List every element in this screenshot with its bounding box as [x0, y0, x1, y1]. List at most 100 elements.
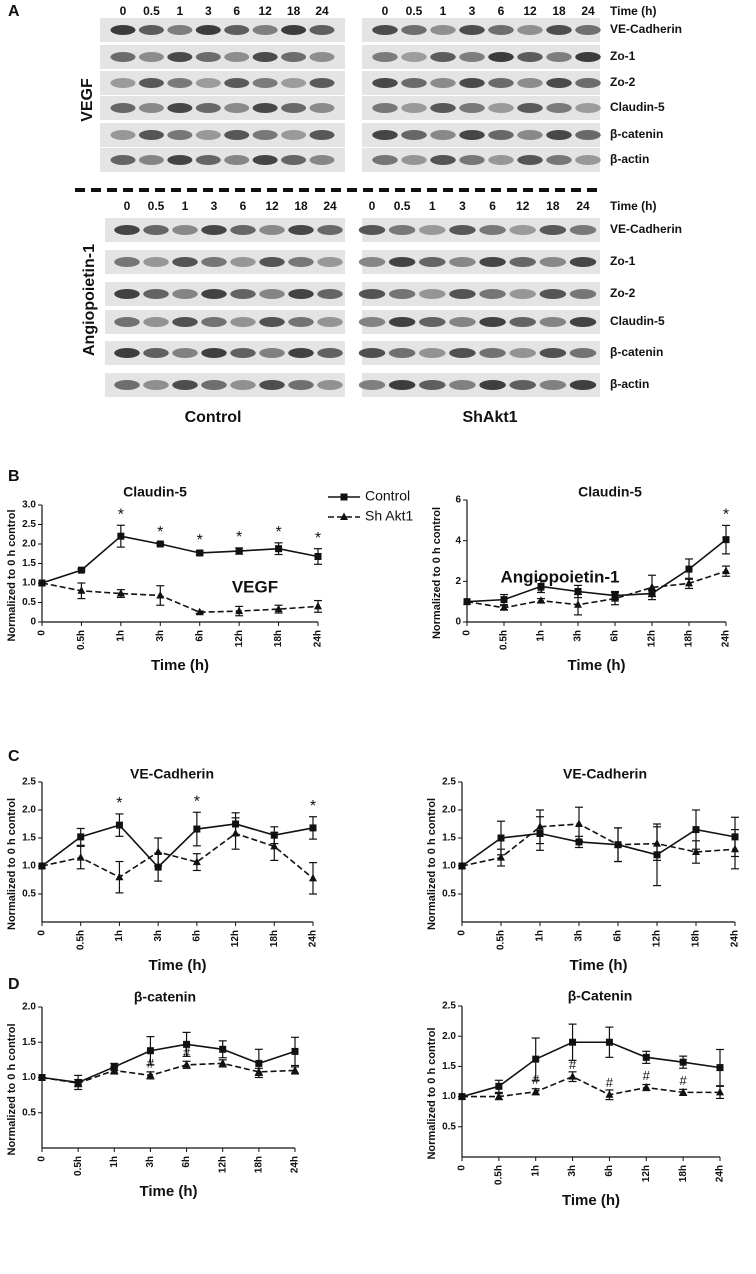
band [172, 317, 198, 327]
lane-label: 12 [265, 199, 279, 213]
x-tick-label: 24h [313, 630, 324, 647]
band [488, 130, 514, 140]
group-label: Control [185, 409, 242, 426]
band [224, 78, 250, 88]
protein-label: Zo-2 [610, 286, 636, 300]
point [642, 1083, 651, 1091]
band [143, 289, 169, 299]
point [648, 582, 656, 591]
point [569, 1038, 577, 1046]
band [488, 155, 514, 165]
band [401, 25, 427, 35]
point [497, 834, 505, 842]
point [685, 578, 693, 587]
lane-label: 1 [440, 4, 447, 18]
band [569, 380, 597, 390]
x-axis-label: Time (h) [569, 957, 627, 974]
band [430, 78, 456, 88]
point [605, 1090, 614, 1098]
band [201, 317, 227, 327]
annotation: VEGF [232, 577, 278, 596]
y-tick-label: 1.0 [22, 861, 36, 872]
protein-label: β-actin [610, 377, 649, 391]
band [517, 155, 543, 165]
band [110, 78, 136, 88]
point [605, 1038, 613, 1046]
x-tick-label: 0 [462, 630, 473, 636]
band [459, 103, 485, 113]
band [252, 155, 278, 165]
band [195, 52, 221, 62]
series-line [41, 1062, 296, 1084]
y-tick-label: 1.5 [22, 833, 36, 844]
point [274, 604, 283, 613]
band [281, 103, 307, 113]
point [156, 590, 165, 599]
band [358, 289, 386, 299]
x-tick-label: 1h [536, 630, 547, 642]
band [195, 103, 221, 113]
point [255, 1059, 263, 1067]
lane-label: 0.5 [148, 199, 165, 213]
band [575, 103, 601, 113]
y-tick-label: 1.5 [22, 1037, 36, 1048]
point [537, 582, 545, 590]
x-tick-label: 12h [234, 630, 245, 647]
chart: Claudin-5 0 2 4 6 0 0.5h 1h 3h 6h 12h 18h 24h Time (h… [431, 484, 732, 674]
band [459, 130, 485, 140]
lane-label: 24 [576, 199, 590, 213]
x-tick-label: 3h [145, 1156, 156, 1168]
band [539, 289, 567, 299]
band [259, 257, 285, 267]
y-tick-label: 2.0 [22, 539, 36, 550]
point [193, 825, 201, 833]
band [138, 78, 164, 88]
band [430, 25, 456, 35]
band [317, 380, 343, 390]
band [288, 348, 314, 358]
y-tick-label: 2.5 [22, 519, 36, 530]
y-tick-label: 2.5 [22, 777, 36, 788]
band [110, 155, 136, 165]
point [156, 540, 164, 548]
y-axis-label: Normalized to 0 h control [426, 798, 438, 930]
band [401, 155, 427, 165]
significance-mark: # [147, 1056, 155, 1071]
band [575, 78, 601, 88]
significance-mark: * [310, 798, 316, 815]
lane-label: 24 [323, 199, 337, 213]
band [143, 317, 169, 327]
band [230, 380, 256, 390]
point [291, 1047, 299, 1055]
x-tick-label: 18h [691, 930, 702, 947]
band [569, 348, 597, 358]
chart: Claudin-5 0 0.5 1.0 1.5 2.0 2.5 3.0 0 0.5h 1h 3h 6h 1… [6, 484, 414, 674]
band [479, 289, 506, 299]
y-axis-label: Normalized to 0 h control [426, 1027, 438, 1159]
legend-marker [340, 493, 348, 501]
x-axis-label: Time (h) [139, 1183, 197, 1200]
point [275, 545, 283, 553]
point [731, 844, 739, 853]
band [509, 225, 536, 235]
band [358, 257, 386, 267]
band [449, 317, 476, 327]
protein-label: Claudin-5 [610, 314, 665, 328]
lane-label: 12 [523, 4, 537, 18]
x-tick-label: 1h [535, 930, 546, 942]
x-tick-label: 0.5h [496, 930, 507, 950]
point [235, 606, 244, 615]
band [488, 103, 514, 113]
point [463, 597, 471, 605]
point [575, 838, 583, 846]
band [230, 225, 256, 235]
point [722, 536, 730, 544]
band [509, 289, 536, 299]
point [495, 1082, 503, 1090]
x-tick-label: 24h [290, 1156, 301, 1173]
band [419, 289, 446, 299]
y-tick-label: 0.5 [22, 597, 36, 608]
x-tick-label: 24h [715, 1165, 726, 1182]
point [537, 596, 545, 604]
